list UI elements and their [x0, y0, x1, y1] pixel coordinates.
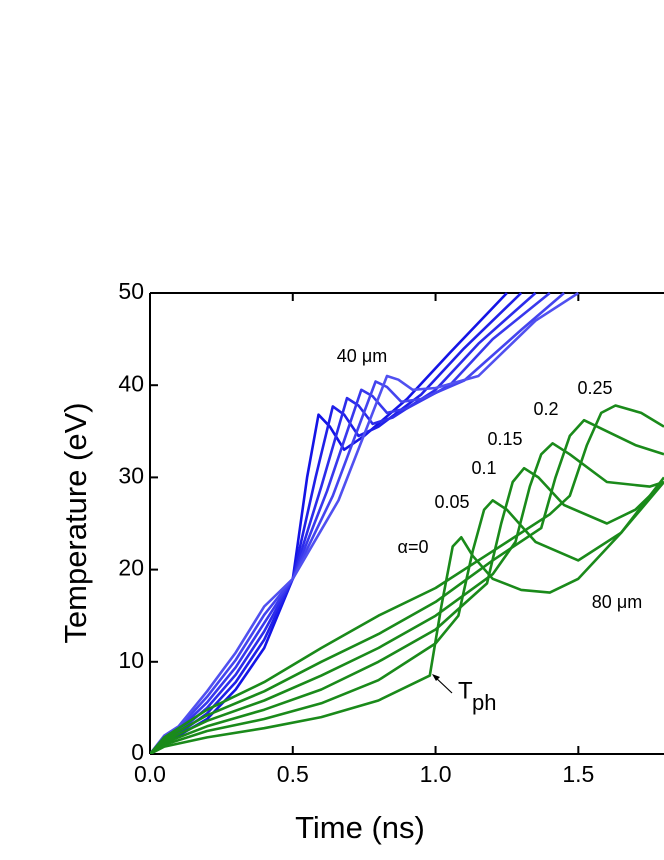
line-series — [150, 476, 664, 754]
x-tick-label: 0.5 — [277, 761, 309, 787]
line-series — [150, 466, 664, 754]
line-series — [150, 442, 664, 754]
line-series — [150, 292, 565, 754]
x-tick-label: 0.0 — [134, 761, 166, 787]
line-series — [150, 418, 664, 754]
series-label: α=0 — [398, 537, 429, 557]
y-tick-label: 50 — [118, 278, 144, 304]
x-tick-label: 1.5 — [562, 761, 594, 787]
annotation-arrowhead — [432, 674, 440, 681]
annotation-subscript: ph — [472, 690, 496, 715]
plot-area — [150, 292, 664, 754]
y-tick-label: 30 — [118, 462, 144, 488]
line-series — [150, 481, 664, 754]
annotation: T — [458, 677, 473, 704]
series-label: 0.25 — [577, 378, 612, 398]
series-label: 0.15 — [487, 429, 522, 449]
x-tick-label: 1.0 — [420, 761, 452, 787]
annotation: 40 μm — [337, 346, 387, 366]
line-series — [150, 404, 664, 754]
y-tick-label: 10 — [118, 647, 144, 673]
x-axis-label: Time (ns) — [295, 810, 425, 845]
annotation: 80 μm — [592, 592, 642, 612]
y-tick-label: 40 — [118, 370, 144, 396]
series-label: 0.05 — [434, 492, 469, 512]
y-tick-label: 0 — [131, 739, 144, 765]
series-label: 0.1 — [471, 458, 496, 478]
y-tick-label: 20 — [118, 555, 144, 581]
line-series — [150, 292, 580, 754]
series-label: 0.2 — [533, 399, 558, 419]
y-axis-label: Temperature (eV) — [58, 402, 93, 643]
